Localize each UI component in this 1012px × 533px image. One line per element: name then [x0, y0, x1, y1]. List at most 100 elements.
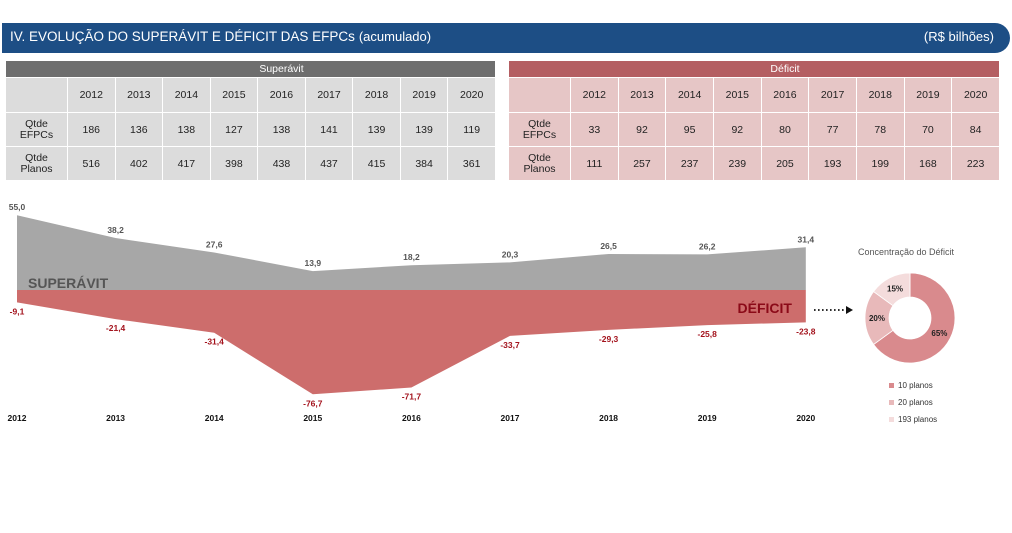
x-tick-label: 2018	[599, 413, 618, 423]
spacer	[508, 61, 571, 78]
legend-swatch	[889, 417, 894, 422]
arrow-head	[846, 306, 853, 314]
legend-entry: 193 planos	[898, 415, 937, 424]
table-cell: 516	[67, 146, 116, 181]
row-label-line1: Qtde	[25, 151, 48, 164]
row-label-line2: EFPCs	[19, 128, 54, 141]
row-label-line1: Qtde	[25, 117, 48, 130]
x-tick-label: 2016	[402, 413, 421, 423]
row-label: Qtde Planos	[508, 146, 571, 181]
superavit-data-label: 26,2	[699, 241, 716, 251]
unit-label: (R$ bilhões)	[923, 29, 994, 44]
surplus-deficit-chart: 55,0 38,2 27,6 13,9 18,2 20,3 26,5 26,2 31,4 -9,1…	[8, 202, 956, 424]
deficit-series-label: DÉFICIT	[738, 300, 793, 316]
table-cell: 237	[665, 146, 714, 181]
table-cell: 384	[399, 146, 449, 181]
deficit-data-label: -31,4	[205, 337, 225, 347]
table-cell: 139	[352, 112, 401, 147]
superavit-data-label: 55,0	[9, 202, 26, 212]
corner-cell	[5, 77, 68, 113]
x-tick-label: 2015	[303, 413, 322, 423]
year-header: 2020	[951, 77, 1000, 113]
table-cell: 361	[447, 146, 496, 181]
year-header: 2019	[903, 77, 953, 113]
deficit-data-label: -9,1	[10, 306, 25, 316]
deficit-data-label: -25,8	[698, 329, 718, 339]
table-cell: 415	[352, 146, 401, 181]
row-label-line2: Planos	[523, 162, 556, 175]
row-label-line2: Planos	[20, 162, 53, 175]
year-header: 2013	[114, 77, 164, 113]
table-cell: 437	[304, 146, 354, 181]
year-header: 2015	[209, 77, 259, 113]
deficit-data-label: -29,3	[599, 334, 619, 344]
row-label: Qtde Planos	[5, 146, 68, 181]
year-header: 2013	[617, 77, 667, 113]
donut-slice-label: 65%	[931, 329, 947, 338]
table-cell: 205	[760, 146, 810, 181]
table-cell: 138	[162, 112, 211, 147]
table-cell: 193	[808, 146, 857, 181]
x-tick-label: 2012	[8, 413, 27, 423]
deficit-table: Déficit 2012 2013 2014 2015 2016 2017 2018 2019 2…	[508, 61, 1000, 181]
donut-slice-label: 15%	[887, 285, 903, 294]
deficit-data-label: -33,7	[500, 340, 520, 350]
year-header: 2019	[399, 77, 449, 113]
superavit-area	[17, 215, 806, 290]
table-cell: 139	[399, 112, 449, 147]
legend-entry: 10 planos	[898, 381, 933, 390]
x-tick-label: 2017	[501, 413, 520, 423]
table-cell: 398	[209, 146, 259, 181]
table-cell: 92	[712, 112, 762, 147]
deficit-data-label: -76,7	[303, 398, 323, 408]
x-tick-label: 2020	[796, 413, 815, 423]
year-header: 2016	[760, 77, 810, 113]
superavit-data-label: 31,4	[798, 234, 815, 244]
year-header: 2012	[570, 77, 619, 113]
donut-slice	[873, 272, 911, 307]
corner-cell	[508, 77, 571, 113]
superavit-data-label: 38,2	[107, 225, 124, 235]
year-header: 2018	[855, 77, 905, 113]
table-cell: 33	[570, 112, 619, 147]
legend-swatch	[889, 400, 894, 405]
legend-entry: 20 planos	[898, 398, 933, 407]
table-cell: 80	[760, 112, 810, 147]
table-cell: 223	[951, 146, 1000, 181]
superavit-data-label: 18,2	[403, 252, 420, 262]
table-cell: 168	[903, 146, 953, 181]
year-header: 2017	[304, 77, 354, 113]
superavit-data-label: 26,5	[600, 241, 617, 251]
table-cell: 78	[855, 112, 905, 147]
table-cell: 417	[162, 146, 211, 181]
row-label: Qtde EFPCs	[5, 112, 68, 147]
deficit-area	[17, 290, 806, 395]
table-cell: 127	[209, 112, 259, 147]
table-title: Déficit	[570, 61, 1000, 78]
row-label-line1: Qtde	[528, 117, 551, 130]
table-title: Superávit	[67, 61, 496, 78]
donut-slice-label: 20%	[869, 314, 885, 323]
section-subtitle: (acumulado)	[358, 29, 432, 44]
table-cell: 138	[257, 112, 306, 147]
table-cell: 77	[808, 112, 857, 147]
legend-swatch	[889, 383, 894, 388]
year-header: 2016	[257, 77, 306, 113]
year-header: 2014	[162, 77, 211, 113]
table-cell: 119	[447, 112, 496, 147]
deficit-data-label: -23,8	[796, 326, 816, 336]
table-cell: 95	[665, 112, 714, 147]
superavit-series-label: SUPERÁVIT	[28, 275, 109, 291]
table-cell: 257	[617, 146, 667, 181]
row-label: Qtde EFPCs	[508, 112, 571, 147]
table-cell: 111	[570, 146, 619, 181]
table-cell: 186	[67, 112, 116, 147]
superavit-data-label: 27,6	[206, 239, 223, 249]
spacer	[5, 61, 68, 78]
year-header: 2014	[665, 77, 714, 113]
x-tick-label: 2013	[106, 413, 125, 423]
table-cell: 438	[257, 146, 306, 181]
table-cell: 92	[617, 112, 667, 147]
year-header: 2020	[447, 77, 496, 113]
section-title: IV. EVOLUÇÃO DO SUPERÁVIT E DÉFICIT DAS …	[10, 29, 431, 44]
